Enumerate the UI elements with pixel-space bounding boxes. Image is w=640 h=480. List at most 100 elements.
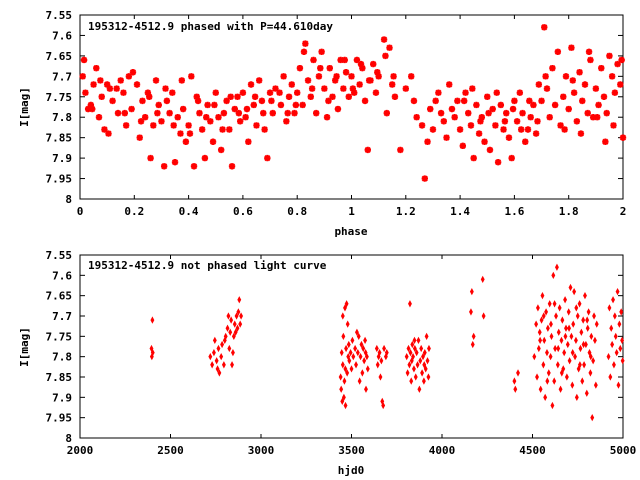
unphased-data-point: [570, 348, 575, 357]
phased-y-tick-label: 7.85: [46, 132, 73, 145]
phased-data-point: [260, 109, 267, 117]
unphased-data-point: [384, 348, 389, 357]
phased-data-point: [152, 77, 160, 84]
unphased-data-point: [404, 353, 409, 361]
phased-data-point: [467, 122, 475, 129]
phased-data-point: [462, 89, 469, 96]
phased-data-point: [109, 97, 116, 105]
unphased-data-point: [593, 381, 598, 389]
unphased-data-point: [586, 308, 591, 316]
unphased-data-point: [239, 312, 244, 320]
unphased-data-point: [225, 324, 230, 332]
unphased-data-point: [374, 344, 379, 353]
unphased-data-point: [220, 340, 225, 349]
unphased-data-point: [408, 300, 412, 308]
phased-data-point: [268, 97, 275, 105]
phased-x-tick-label: 1.8: [559, 205, 579, 218]
unphased-data-point: [614, 348, 619, 357]
phased-data-point: [351, 89, 358, 96]
phased-data-point: [198, 126, 206, 133]
phased-data-point: [103, 81, 111, 88]
unphased-data-point: [583, 292, 587, 300]
unphased-data-point: [620, 357, 625, 365]
unphased-data-point: [550, 401, 555, 410]
phased-data-point: [541, 24, 548, 31]
phased-data-point: [251, 93, 259, 100]
phased-data-point: [323, 114, 331, 121]
phased-data-point: [519, 109, 526, 117]
unphased-data-point: [588, 369, 593, 377]
phased-data-point: [577, 130, 585, 137]
phased-data-point: [242, 114, 249, 121]
phased-data-point: [136, 134, 143, 141]
phased-data-point: [284, 109, 291, 117]
phased-data-point: [595, 101, 602, 109]
unphased-data-point: [549, 320, 553, 328]
unphased-data-point: [541, 361, 546, 369]
phased-data-point: [300, 48, 308, 55]
phased-data-point: [503, 109, 510, 117]
phased-data-point: [212, 89, 219, 96]
unphased-data-point: [230, 361, 234, 369]
phased-x-axis-label: phase: [334, 225, 367, 238]
phased-data-point: [554, 48, 562, 55]
phased-data-point: [160, 163, 168, 170]
unphased-data-point: [210, 361, 215, 369]
unphased-data-point: [347, 357, 352, 365]
unphased-data-point: [609, 324, 614, 332]
phased-data-point: [446, 81, 453, 88]
unphased-data-point: [555, 361, 560, 369]
unphased-data-point: [553, 344, 558, 353]
unphased-y-tick-label: 8: [65, 432, 72, 445]
phased-data-point: [146, 93, 153, 100]
phased-data-point: [485, 109, 492, 117]
unphased-data-point: [548, 353, 553, 361]
unphased-data-point: [341, 393, 346, 401]
unphased-data-point: [415, 361, 420, 369]
unphased-data-point: [420, 369, 425, 377]
phased-data-point: [410, 97, 418, 105]
unphased-data-point: [226, 312, 231, 320]
phased-data-point: [576, 69, 583, 76]
phased-data-point: [329, 93, 336, 100]
phased-data-point: [250, 101, 257, 109]
phased-data-point: [310, 56, 317, 64]
phased-data-point: [325, 97, 332, 105]
unphased-data-point: [567, 324, 572, 332]
phased-data-point: [304, 77, 312, 84]
phased-data-point: [280, 73, 287, 80]
phased-data-point: [509, 105, 517, 113]
phased-data-point: [299, 101, 306, 109]
phased-data-point: [494, 159, 502, 166]
phased-data-point: [532, 130, 540, 137]
phased-data-point: [546, 114, 553, 121]
unphased-x-tick-label: 3500: [338, 444, 365, 457]
unphased-data-point: [422, 361, 427, 369]
phased-data-point: [171, 159, 179, 166]
unphased-data-point: [539, 316, 544, 324]
unphased-data-point: [612, 361, 616, 369]
phased-data-point: [342, 69, 350, 76]
unphased-data-point: [413, 373, 418, 381]
unphased-data-point: [355, 348, 360, 357]
phased-data-point: [429, 126, 437, 133]
unphased-data-point: [546, 369, 551, 377]
unphased-data-point: [581, 340, 586, 349]
unphased-data-point: [229, 316, 234, 324]
unphased-data-point: [554, 263, 559, 271]
phased-data-point: [89, 105, 96, 113]
phased-data-point: [364, 146, 371, 154]
unphased-data-point: [616, 381, 621, 389]
phased-data-point: [227, 93, 234, 100]
phased-x-tick-label: 0.6: [233, 205, 253, 218]
phased-data-point: [203, 114, 210, 121]
unphased-data-point: [554, 312, 558, 320]
unphased-data-point: [538, 336, 543, 345]
phased-data-point: [332, 77, 339, 84]
phased-data-point: [511, 97, 518, 105]
phased-data-point: [357, 60, 365, 68]
phased-data-point: [245, 138, 252, 145]
unphased-data-point: [559, 369, 564, 377]
phased-data-point: [589, 114, 597, 121]
